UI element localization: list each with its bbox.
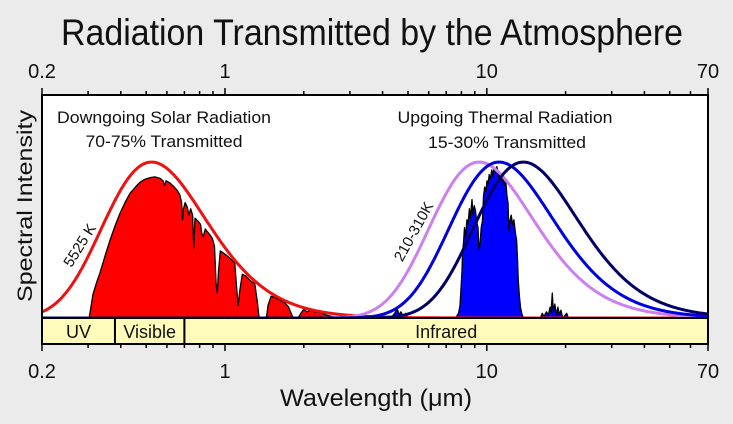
- solar-transmitted-area: [88, 176, 339, 319]
- plot-border: [41, 94, 709, 345]
- spectral-bands: [41, 317, 710, 345]
- solar-annotation-percent: 70-75% Transmitted: [86, 132, 243, 151]
- x-tick-label-bottom: 70: [697, 361, 719, 383]
- x-tick-label-top: 10: [476, 61, 498, 83]
- plot-frame: [41, 94, 709, 345]
- band-label-visible: Visible: [123, 322, 176, 342]
- x-tick-label-bottom: 1: [219, 361, 230, 383]
- solar-annotation-title: Downgoing Solar Radiation: [57, 108, 271, 127]
- x-axis-ticks: [41, 88, 709, 351]
- band-label-uv: UV: [66, 322, 91, 342]
- band-label-infrared: Infrared: [415, 322, 477, 342]
- y-axis-label: Spectral Intensity: [14, 109, 37, 302]
- chart-title: Radiation Transmitted by the Atmosphere: [61, 12, 683, 53]
- x-axis-label: Wavelength (μm): [280, 385, 472, 412]
- x-tick-label-top: 70: [697, 61, 719, 83]
- thermal-annotation-percent: 15-30% Transmitted: [428, 133, 586, 152]
- x-tick-label-bottom: 0.2: [28, 361, 56, 383]
- x-tick-label-bottom: 10: [476, 361, 498, 383]
- thermal-annotation-title: Upgoing Thermal Radiation: [398, 108, 613, 127]
- x-tick-label-top: 1: [219, 61, 230, 83]
- x-tick-label-top: 0.2: [28, 61, 56, 83]
